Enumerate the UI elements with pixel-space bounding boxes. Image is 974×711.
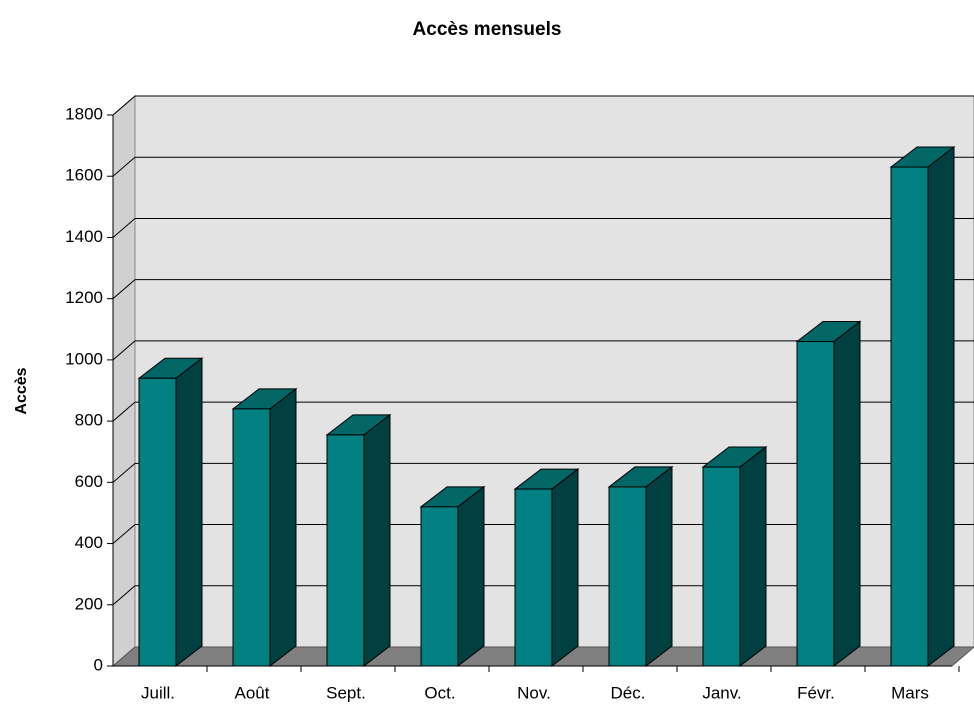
y-tick-label: 1000 — [65, 349, 103, 368]
bar-side — [269, 387, 297, 668]
y-tick-label: 1600 — [65, 166, 103, 185]
bar-side — [363, 413, 391, 668]
x-tick-label: Juill. — [141, 683, 175, 702]
x-tick-label: Oct. — [424, 683, 455, 702]
grid-line — [112, 401, 136, 422]
x-tick-label: Sept. — [326, 683, 366, 702]
y-tick-label: 1400 — [65, 227, 103, 246]
bar — [608, 486, 647, 667]
x-tick-label: Déc. — [611, 683, 646, 702]
bar-side — [833, 320, 861, 668]
bar — [796, 341, 835, 667]
bar — [702, 466, 741, 667]
bar — [514, 488, 553, 667]
chart-title: Accès mensuels — [413, 19, 562, 40]
bar-side — [927, 146, 955, 668]
y-tick-label: 400 — [75, 533, 103, 552]
x-tick-label: Janv. — [702, 683, 741, 702]
y-tick-label: 600 — [75, 472, 103, 491]
grid-line — [112, 585, 136, 606]
x-tick-label: Nov. — [517, 683, 551, 702]
grid-line — [112, 524, 136, 544]
bar-side — [551, 468, 579, 668]
bar — [138, 377, 177, 667]
bar — [420, 506, 459, 667]
bar-side — [645, 465, 673, 668]
bar — [232, 408, 271, 667]
y-tick-label: 1200 — [65, 288, 103, 307]
grid-line — [112, 340, 136, 361]
y-axis-label: Accès — [13, 367, 30, 414]
y-tick-label: 1800 — [65, 104, 103, 123]
bar-side — [175, 357, 203, 668]
bar — [890, 166, 929, 667]
bar-side — [739, 446, 767, 668]
x-tick-label: Mars — [891, 683, 929, 702]
grid-line — [112, 279, 136, 300]
x-tick-label: Févr. — [797, 683, 835, 702]
grid-line — [112, 218, 136, 238]
y-tick-label: 800 — [75, 411, 103, 430]
y-tick-label: 0 — [94, 655, 103, 674]
bar-side — [457, 485, 485, 668]
grid-line — [112, 156, 136, 177]
side-wall — [112, 94, 136, 668]
y-tick-label: 200 — [75, 594, 103, 613]
x-tick-label: Août — [235, 683, 270, 702]
bar — [326, 434, 365, 667]
grid-line — [112, 95, 136, 116]
grid-line — [112, 462, 136, 483]
